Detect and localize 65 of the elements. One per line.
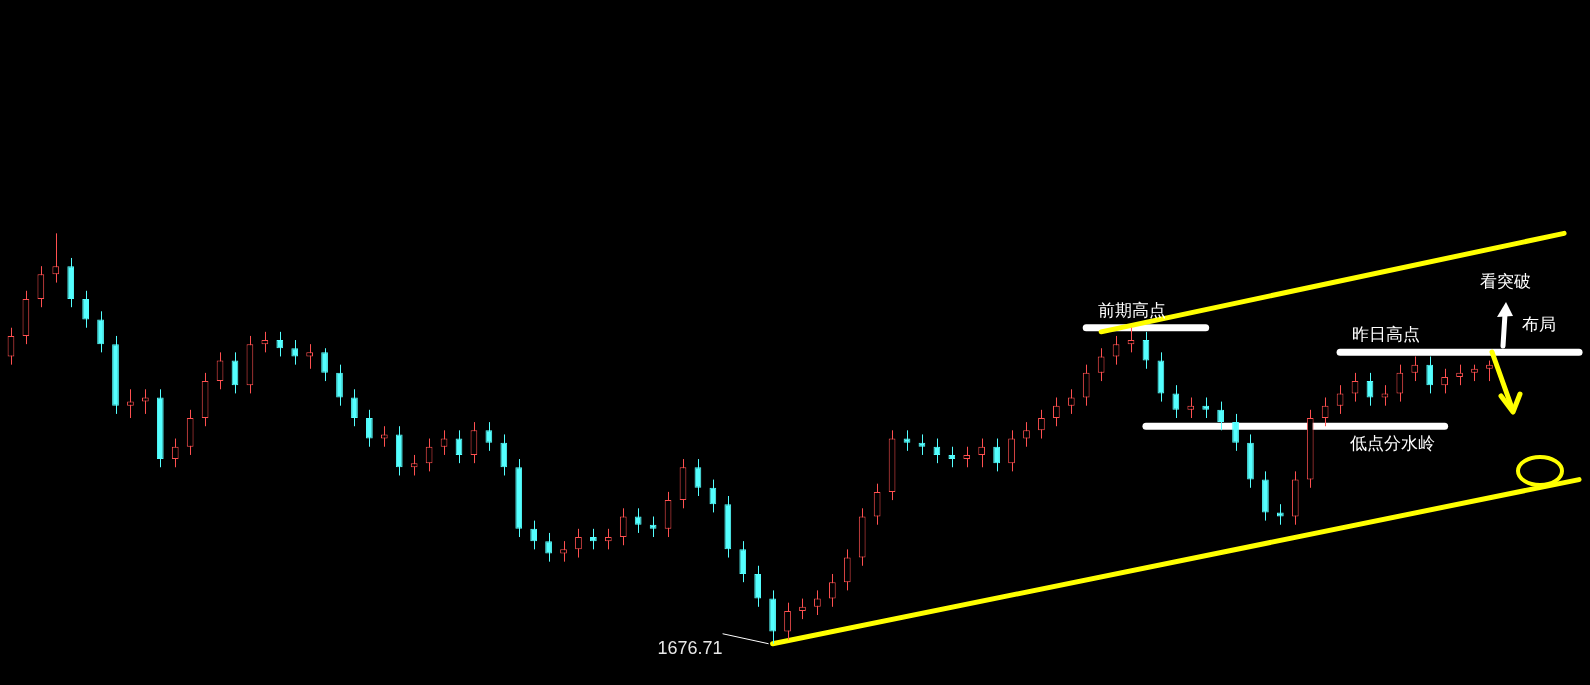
series-label: 前期高点 [1098, 299, 1167, 320]
candlestick [963, 446, 971, 468]
candlestick [97, 310, 104, 353]
candlestick [993, 438, 1000, 472]
candlestick [261, 331, 269, 353]
candlestick [1067, 388, 1075, 415]
candlestick [351, 388, 358, 427]
candlestick [814, 589, 821, 616]
candlestick [52, 232, 60, 284]
candlestick [1187, 397, 1195, 419]
candlestick [1097, 347, 1105, 382]
candlestick [1217, 401, 1224, 431]
candlestick [1426, 355, 1434, 394]
candlestick [171, 438, 179, 468]
candlestick [739, 540, 747, 583]
candlestick [560, 540, 567, 563]
candlestick [1082, 364, 1090, 407]
candlestick [799, 598, 806, 620]
candlestick [276, 331, 284, 357]
candlestick [127, 388, 134, 419]
candlestick [575, 528, 582, 559]
candlestick [1276, 503, 1284, 526]
candlestick [828, 573, 836, 608]
candlestick [619, 507, 627, 546]
candlestick [142, 388, 149, 415]
candlestick [500, 433, 508, 476]
annotation: 1676.71 [657, 637, 723, 658]
candlestick [1052, 397, 1060, 427]
candlestick [948, 446, 956, 468]
candlestick [366, 409, 373, 448]
candlestick [1038, 409, 1045, 440]
candlestick [485, 421, 493, 452]
candlestick [1336, 384, 1344, 415]
series-label: 低点分水岭 [1349, 433, 1435, 454]
candlestick [82, 290, 89, 329]
candlestick [1321, 397, 1329, 427]
candlestick [1396, 364, 1404, 403]
candlestick [1441, 368, 1448, 394]
annotation: 看突破 [1480, 270, 1531, 293]
candlestick [784, 602, 791, 641]
candlestick [590, 528, 597, 550]
candlestick [336, 364, 343, 407]
candlestick [291, 339, 299, 366]
candlestick [37, 265, 45, 308]
candlestick [545, 532, 552, 563]
candlestick [978, 438, 986, 468]
candlestick [321, 347, 328, 382]
candlestick [410, 454, 418, 476]
series-label: 昨日高点 [1352, 324, 1421, 345]
candlestick [1172, 384, 1180, 419]
candlestick [604, 528, 612, 550]
candlestick [530, 520, 538, 550]
annotation: 布局 [1522, 313, 1556, 336]
candlestick [306, 343, 314, 370]
candlestick [843, 548, 851, 591]
candlestick [1232, 413, 1239, 452]
candlestick [1008, 429, 1015, 472]
candlestick [1486, 360, 1493, 382]
candlestick [1023, 421, 1030, 448]
candlestick [1456, 364, 1463, 386]
candlestick [1411, 355, 1419, 382]
candlestick [1202, 397, 1210, 419]
candlestick [634, 507, 642, 534]
candlestick [754, 565, 762, 608]
candlestick [380, 425, 388, 448]
